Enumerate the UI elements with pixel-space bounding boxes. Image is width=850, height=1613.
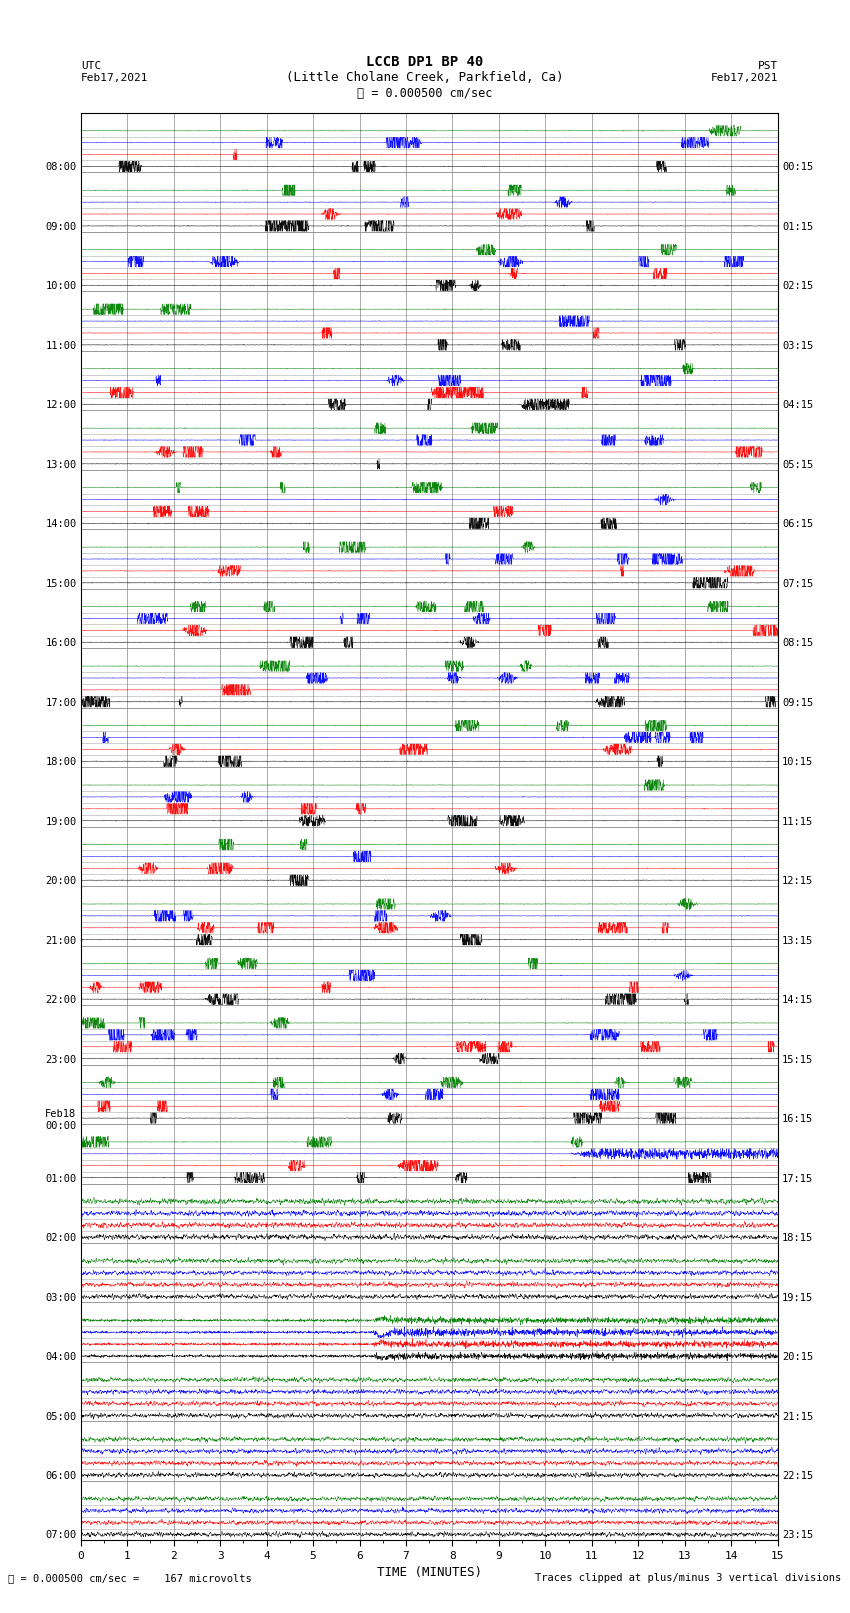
Text: (Little Cholane Creek, Parkfield, Ca): (Little Cholane Creek, Parkfield, Ca) [286,71,564,84]
Text: Feb17,2021: Feb17,2021 [711,73,778,82]
Text: UTC: UTC [81,61,101,71]
Text: LCCB DP1 BP 40: LCCB DP1 BP 40 [366,55,484,69]
Text: Traces clipped at plus/minus 3 vertical divisions: Traces clipped at plus/minus 3 vertical … [536,1573,842,1582]
Text: ⎸ = 0.000500 cm/sec =    167 microvolts: ⎸ = 0.000500 cm/sec = 167 microvolts [8,1573,252,1582]
X-axis label: TIME (MINUTES): TIME (MINUTES) [377,1566,482,1579]
Text: Feb17,2021: Feb17,2021 [81,73,148,82]
Text: ⎸ = 0.000500 cm/sec: ⎸ = 0.000500 cm/sec [357,87,493,100]
Text: PST: PST [757,61,778,71]
